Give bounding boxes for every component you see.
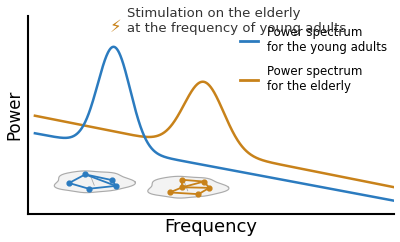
- Point: [109, 178, 116, 182]
- Polygon shape: [148, 176, 229, 198]
- Point: [195, 192, 202, 196]
- Point: [206, 186, 212, 190]
- Point: [166, 190, 173, 194]
- Point: [66, 181, 72, 185]
- Point: [201, 180, 207, 183]
- Point: [86, 187, 92, 191]
- Text: ⚡: ⚡: [110, 18, 122, 36]
- Point: [179, 185, 186, 189]
- Point: [113, 184, 119, 188]
- Polygon shape: [54, 171, 136, 193]
- X-axis label: Frequency: Frequency: [164, 219, 258, 236]
- Point: [82, 173, 88, 176]
- Point: [179, 178, 186, 182]
- Text: Stimulation on the elderly
at the frequency of young adults: Stimulation on the elderly at the freque…: [126, 7, 346, 35]
- Legend: Power spectrum
for the young adults, Power spectrum
for the elderly: Power spectrum for the young adults, Pow…: [236, 22, 392, 98]
- Y-axis label: Power: Power: [6, 90, 24, 140]
